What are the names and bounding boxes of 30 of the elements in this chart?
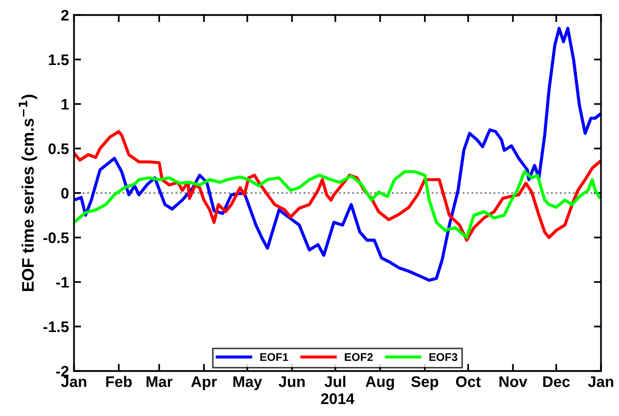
x-tick-label: Jan xyxy=(61,376,86,388)
x-tick-label: Jun xyxy=(278,376,305,388)
x-tick-label: Oct xyxy=(456,376,481,388)
x-tick-label: Dec xyxy=(543,376,570,388)
legend-label: EOF2 xyxy=(344,353,373,362)
y-tick-label: -1 xyxy=(56,277,69,288)
x-tick-label: Apr xyxy=(191,376,217,390)
x-tick-label: Jul xyxy=(324,376,346,388)
y-tick-label: -0.5 xyxy=(43,232,69,244)
y-tick-label: 1 xyxy=(62,99,69,110)
y-tick-label: -2 xyxy=(56,366,69,377)
y-tick-label: 0 xyxy=(61,188,69,199)
x-tick-label: Feb xyxy=(106,376,132,388)
line-series xyxy=(74,130,601,242)
x-tick-label: Aug xyxy=(366,376,394,390)
x-tick-label: Mar xyxy=(146,376,173,388)
line-series xyxy=(74,26,601,282)
x-tick-label: Sep xyxy=(411,376,438,390)
y-tick-label: 1.5 xyxy=(48,54,69,66)
line-series xyxy=(74,170,601,240)
legend-label: EOF3 xyxy=(429,353,458,362)
x-tick-label: Jan xyxy=(588,376,614,388)
y-tick-label: 0.5 xyxy=(48,143,69,154)
legend-label: EOF1 xyxy=(260,353,288,362)
y-tick-label: -1.5 xyxy=(43,322,69,332)
y-axis-title: EOF time series (cm.s$^{−1}$) xyxy=(18,94,38,292)
y-tick-label: 2 xyxy=(61,10,69,21)
x-tick-label: May xyxy=(233,376,262,390)
x-axis-title: 2014 xyxy=(321,393,354,404)
x-tick-label: Nov xyxy=(500,376,528,388)
